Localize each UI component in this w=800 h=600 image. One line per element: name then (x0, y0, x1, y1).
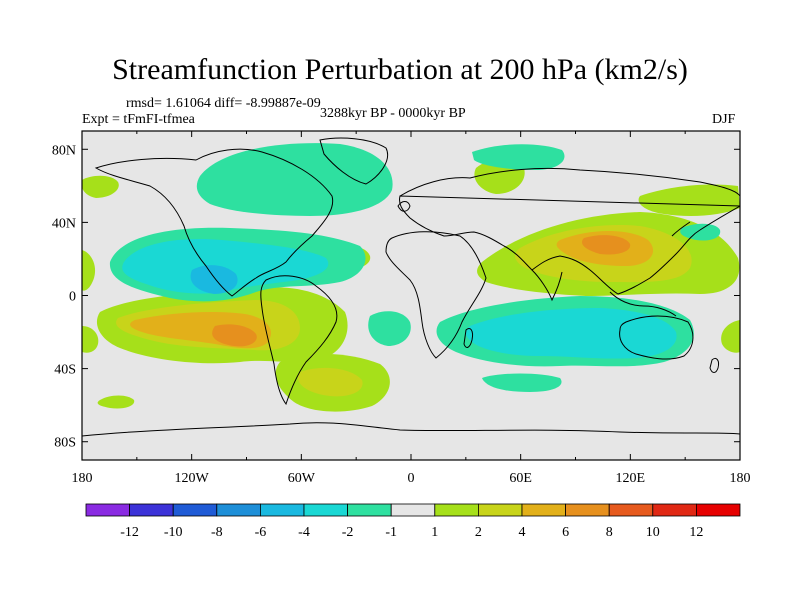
contour-positive-north-asia (638, 184, 740, 216)
legend-label: 10 (646, 525, 660, 540)
legend-label: -6 (255, 525, 267, 540)
coast-india (531, 269, 563, 302)
contour-negative-south-atlantic (368, 311, 411, 346)
contour-positive-asia-6 (581, 235, 631, 255)
coast-madagascar (463, 327, 473, 348)
lat-tick-label: 80S (54, 436, 76, 451)
coast-greenland (319, 137, 388, 185)
axis-ticks: 80N 40N 0 40S 80S 180 120W 60W 0 60E 120E 180 (52, 131, 751, 486)
legend-swatch (303, 503, 348, 517)
legend-label: -2 (342, 525, 354, 540)
legend-label: -4 (298, 525, 310, 540)
legend-label: -12 (120, 525, 139, 540)
coast-south-america (260, 275, 338, 406)
contour-positive-north-america (82, 175, 119, 198)
legend-swatch (347, 503, 392, 517)
contour-positive-east-edge (721, 320, 740, 353)
coast-north-america (94, 148, 334, 297)
lon-tick-label: 120W (175, 471, 210, 486)
legend-swatch (521, 503, 566, 517)
contour-negative-north-america (196, 143, 393, 216)
coast-australia (619, 315, 694, 360)
legend-swatch (652, 503, 697, 517)
contour-positive-south-pacific-6 (212, 324, 257, 347)
legend-label: 8 (606, 525, 613, 540)
lat-tick-label: 0 (69, 290, 76, 305)
lon-tick-label: 180 (730, 471, 751, 486)
lon-tick-label: 120E (616, 471, 646, 486)
experiment-label: Expt = tFmFI-tfmea (82, 112, 195, 127)
legend-swatch (216, 503, 261, 517)
lon-tick-label: 60E (509, 471, 532, 486)
legend-swatch (390, 503, 436, 517)
coastlines (82, 137, 740, 437)
contour-negative-pacific-east (680, 223, 721, 241)
legend-swatch (259, 503, 305, 517)
legend-label: -10 (164, 525, 183, 540)
coast-southeast-asia (609, 291, 677, 317)
legend-swatch (696, 503, 741, 517)
lon-tick-label: 60W (288, 471, 316, 486)
legend-label: 6 (562, 525, 569, 540)
legend-swatch (477, 503, 523, 517)
contour-positive-small-west (97, 395, 135, 409)
lat-tick-label: 40S (54, 363, 76, 378)
legend-label: 1 (431, 525, 438, 540)
legend-label: 2 (475, 525, 482, 540)
lon-tick-label: 0 (408, 471, 415, 486)
period-label: 3288kyr BP - 0000kyr BP (320, 106, 466, 121)
lon-tick-label: 180 (72, 471, 93, 486)
coast-uk (397, 201, 411, 212)
contour-positive-south-atlantic-2 (298, 367, 363, 397)
coast-japan (671, 221, 691, 237)
contour-negative-east-pacific-2 (122, 238, 329, 294)
coast-new-zealand (709, 357, 719, 373)
legend: -12 -10 -8 -6 -4 -2 -1 1 2 4 6 8 10 12 (85, 503, 741, 540)
legend-swatch (129, 503, 174, 517)
coast-africa (385, 231, 487, 359)
legend-swatch (565, 503, 610, 517)
legend-label: -1 (385, 525, 397, 540)
coast-antarctica (82, 422, 740, 437)
legend-swatch (608, 503, 654, 517)
legend-swatch (434, 503, 479, 517)
coast-eurasia (399, 167, 740, 295)
legend-swatch (85, 503, 130, 517)
legend-swatch (172, 503, 218, 517)
map-title: Streamfunction Perturbation at 200 hPa (… (112, 53, 688, 86)
contour-field (82, 131, 740, 460)
lat-tick-label: 40N (52, 216, 76, 231)
legend-label: 12 (689, 525, 703, 540)
contour-positive-west-edge (82, 326, 99, 353)
stats-label: rmsd= 1.61064 diff= -8.99887e-09 (126, 96, 321, 111)
season-label: DJF (712, 112, 736, 127)
legend-label: 4 (519, 525, 526, 540)
contour-negative-east-pacific-4 (190, 265, 238, 294)
contour-negative-south-indian (482, 373, 562, 392)
lat-tick-label: 80N (52, 143, 76, 158)
legend-label: -8 (211, 525, 223, 540)
contour-negative-north-atlantic (472, 144, 565, 170)
contour-positive-east-pacific (82, 250, 96, 291)
